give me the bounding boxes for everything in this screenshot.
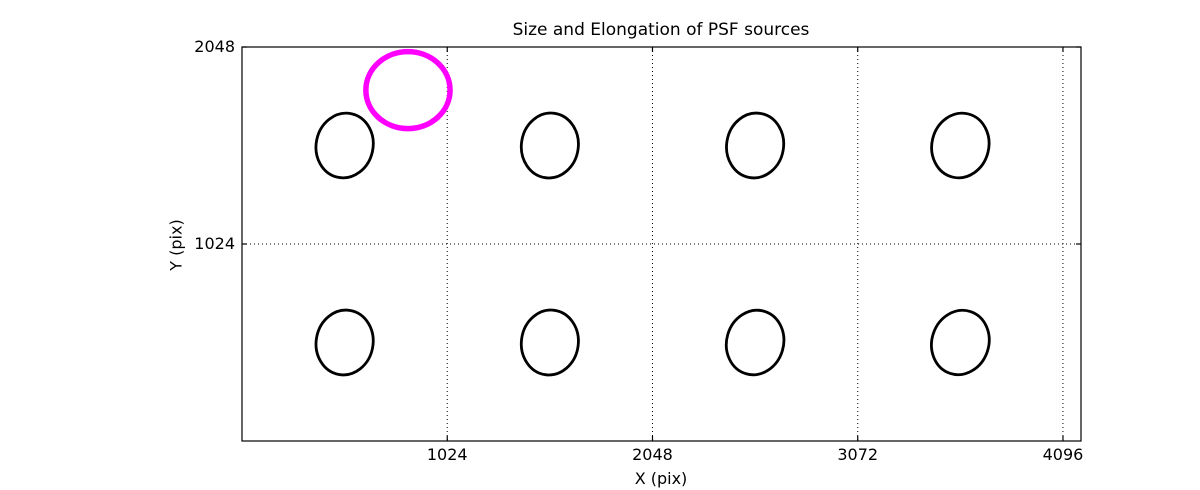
chart-title: Size and Elongation of PSF sources <box>512 20 810 40</box>
psf-ellipse-7 <box>930 308 991 377</box>
psf-ellipse-6 <box>724 308 786 377</box>
psf-ellipse-2 <box>725 111 786 180</box>
x-tick-label-3072: 3072 <box>837 445 879 464</box>
psf-ellipse-4 <box>314 308 375 377</box>
psf-ellipse-5 <box>519 308 580 377</box>
psf-ellipse-0 <box>314 111 375 180</box>
x-tick-label-4096: 4096 <box>1042 445 1084 464</box>
psf-ellipse-1 <box>519 111 580 180</box>
x-tick-label-2048: 2048 <box>632 445 673 464</box>
y-tick-label-2048: 2048 <box>194 37 235 56</box>
x-axis-label: X (pix) <box>634 469 688 488</box>
x-tick-label-1024: 1024 <box>426 445 468 464</box>
highlight-ellipse <box>363 48 453 132</box>
psf-ellipse-3 <box>930 111 991 180</box>
y-tick-label-1024: 1024 <box>194 234 235 253</box>
axes-spines <box>241 46 1082 442</box>
